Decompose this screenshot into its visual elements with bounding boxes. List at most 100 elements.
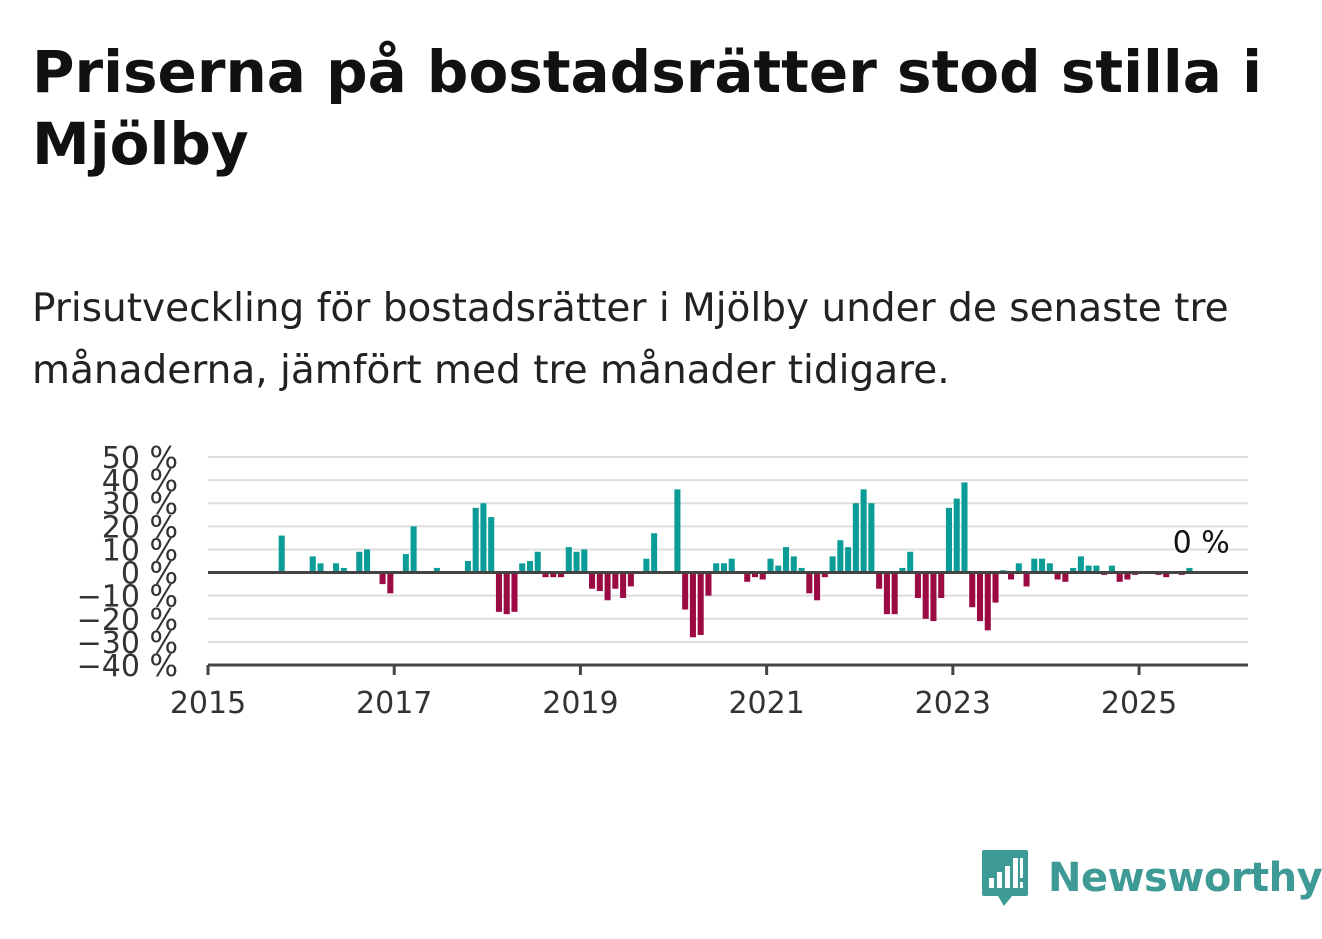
bar bbox=[495, 572, 502, 612]
axes bbox=[206, 571, 1248, 675]
bar bbox=[751, 572, 759, 578]
chart-subtitle: Prisutveckling för bostadsrätter i Mjölb… bbox=[32, 286, 1229, 393]
bar bbox=[860, 489, 867, 573]
bar bbox=[1186, 567, 1193, 573]
bar bbox=[333, 563, 340, 573]
bar bbox=[1108, 565, 1115, 573]
y-tick-label: 50 % bbox=[102, 441, 178, 476]
bar bbox=[581, 549, 588, 573]
bar bbox=[845, 547, 852, 573]
bar bbox=[689, 572, 696, 638]
bar bbox=[984, 572, 991, 631]
y-tick-label: −40 % bbox=[77, 649, 178, 684]
bar bbox=[620, 572, 627, 598]
bar bbox=[558, 572, 565, 578]
bar bbox=[1093, 565, 1100, 573]
bar bbox=[976, 572, 984, 622]
y-tick-label: −20 % bbox=[77, 603, 178, 638]
bar bbox=[1062, 572, 1069, 582]
bar bbox=[674, 489, 681, 573]
bar bbox=[1070, 567, 1077, 573]
bar bbox=[961, 482, 968, 573]
bar bbox=[472, 507, 479, 573]
x-tick-label: 2021 bbox=[728, 686, 804, 721]
bar bbox=[464, 561, 471, 573]
newsworthy-logo: Newsworthy bbox=[980, 848, 1322, 908]
newsworthy-logo-icon bbox=[982, 850, 1028, 906]
bar bbox=[907, 551, 914, 573]
bar bbox=[744, 572, 751, 582]
bar bbox=[589, 572, 596, 589]
x-tick-label: 2017 bbox=[356, 686, 432, 721]
last-value-label: 0 % bbox=[1173, 526, 1230, 561]
bar bbox=[914, 572, 921, 598]
x-tick-label: 2023 bbox=[915, 686, 991, 721]
bar bbox=[775, 565, 782, 573]
bar bbox=[837, 540, 844, 573]
bar bbox=[1031, 558, 1038, 573]
bar bbox=[899, 567, 906, 573]
bar bbox=[1008, 572, 1015, 580]
bar bbox=[728, 558, 735, 573]
bar bbox=[480, 503, 487, 573]
bar bbox=[930, 572, 937, 622]
bar-chart: 50 %40 %30 %20 %10 %0 %−10 %−20 %−30 %−4… bbox=[77, 441, 1248, 721]
bar bbox=[565, 547, 572, 573]
bar bbox=[883, 572, 890, 615]
bar bbox=[542, 572, 549, 578]
bar bbox=[643, 558, 650, 573]
bar bbox=[682, 572, 689, 610]
bar bbox=[387, 572, 394, 594]
x-tick-label: 2025 bbox=[1101, 686, 1177, 721]
bar bbox=[612, 572, 619, 589]
chart-title: Priserna på bostadsrätter stod stilla i … bbox=[32, 38, 1262, 178]
bar bbox=[1163, 572, 1170, 578]
bar bbox=[945, 507, 952, 573]
bar bbox=[503, 572, 510, 615]
y-tick-label: −10 % bbox=[77, 580, 178, 615]
bar bbox=[852, 503, 859, 573]
bar bbox=[829, 556, 836, 573]
y-tick-label: 0 % bbox=[121, 557, 178, 592]
bar bbox=[317, 563, 324, 573]
bar bbox=[767, 558, 774, 573]
bar bbox=[697, 572, 704, 635]
bar bbox=[356, 551, 363, 573]
y-tick-label: 10 % bbox=[102, 533, 178, 568]
bar bbox=[798, 567, 805, 573]
bar bbox=[379, 572, 386, 585]
bar bbox=[526, 561, 534, 573]
grid-lines bbox=[208, 456, 1248, 666]
bar bbox=[938, 572, 945, 598]
bar bbox=[783, 547, 790, 573]
bar bbox=[488, 517, 495, 573]
y-tick-label: 40 % bbox=[102, 464, 178, 499]
bar bbox=[410, 526, 417, 573]
bar bbox=[340, 567, 347, 573]
bar bbox=[922, 572, 929, 619]
bars bbox=[278, 482, 1193, 638]
bar bbox=[1039, 558, 1046, 573]
bar bbox=[992, 572, 999, 603]
logo-text: Newsworthy bbox=[1048, 855, 1322, 901]
tick-labels: 50 %40 %30 %20 %10 %0 %−10 %−20 %−30 %−4… bbox=[77, 441, 1230, 721]
bar bbox=[519, 563, 526, 573]
bar bbox=[953, 498, 960, 573]
y-tick-label: 30 % bbox=[102, 487, 178, 522]
bar bbox=[573, 551, 580, 573]
bar bbox=[713, 563, 720, 573]
bar bbox=[1124, 572, 1131, 580]
bar bbox=[821, 572, 828, 578]
bar bbox=[720, 563, 727, 573]
bar bbox=[604, 572, 611, 601]
x-tick-label: 2015 bbox=[170, 686, 246, 721]
bar bbox=[806, 572, 813, 594]
bar bbox=[364, 549, 371, 573]
bar bbox=[1116, 572, 1123, 582]
bar bbox=[969, 572, 976, 608]
bar bbox=[1085, 565, 1092, 573]
y-tick-label: 20 % bbox=[102, 510, 178, 545]
bar bbox=[433, 567, 440, 573]
bar bbox=[705, 572, 712, 596]
bar bbox=[402, 554, 409, 573]
